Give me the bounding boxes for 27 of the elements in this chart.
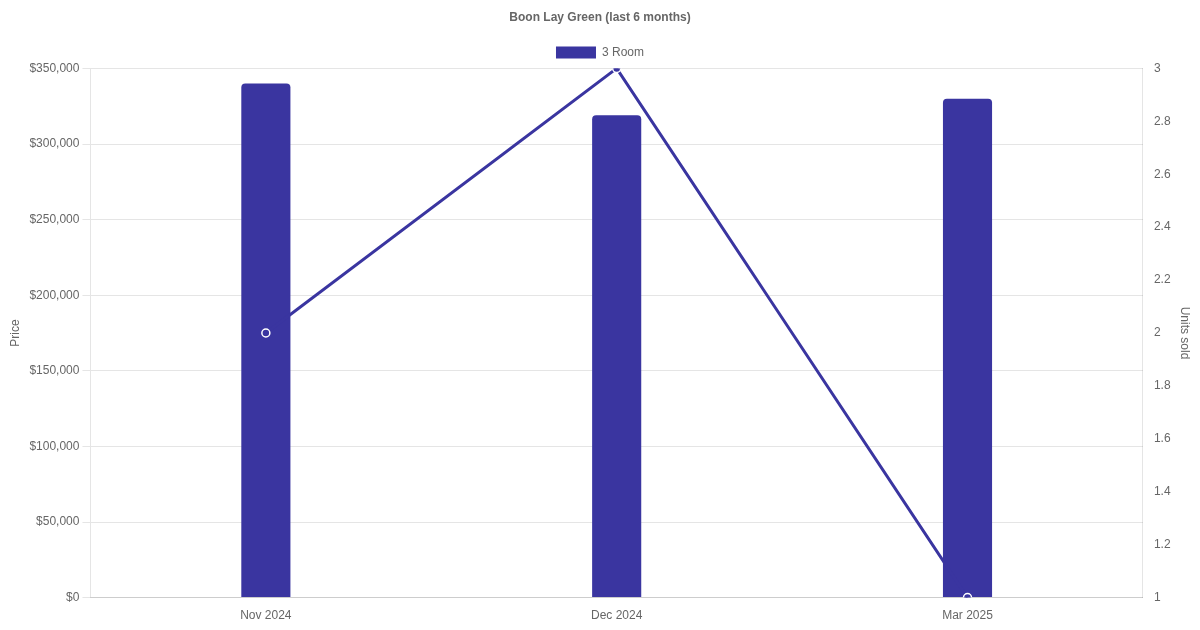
y-tick-label: $0 bbox=[66, 589, 80, 604]
y2-tick-label: 2.8 bbox=[1153, 113, 1171, 128]
y-tick-label: $50,000 bbox=[36, 514, 80, 529]
y2-tick-label: 2.6 bbox=[1153, 166, 1171, 181]
y2-axis-title: Units sold bbox=[1178, 306, 1193, 360]
x-tick-label: Nov 2024 bbox=[240, 608, 292, 623]
y-axis-title: Price bbox=[7, 319, 22, 347]
y2-tick-label: 2.4 bbox=[1153, 219, 1171, 234]
y2-tick-label: 1.8 bbox=[1153, 378, 1171, 393]
legend-label: 3 Room bbox=[601, 44, 645, 59]
y2-tick-label: 1.6 bbox=[1153, 431, 1171, 446]
y2-tick-label: 3 bbox=[1153, 60, 1161, 75]
chart-title: Boon Lay Green (last 6 months) bbox=[509, 9, 691, 24]
x-tick-label: Mar 2025 bbox=[942, 608, 994, 623]
y-tick-label: $300,000 bbox=[29, 136, 80, 151]
y-tick-label: $350,000 bbox=[29, 60, 80, 75]
y2-tick-label: 2.2 bbox=[1153, 272, 1171, 287]
y-tick-label: $150,000 bbox=[29, 363, 80, 378]
x-tick-label: Dec 2024 bbox=[591, 608, 643, 623]
y-tick-label: $100,000 bbox=[29, 438, 80, 453]
y2-tick-label: 2 bbox=[1153, 325, 1161, 340]
y2-tick-label: 1.4 bbox=[1153, 484, 1171, 499]
y2-tick-label: 1.2 bbox=[1153, 536, 1171, 551]
y2-tick-label: 1 bbox=[1153, 589, 1161, 604]
y-tick-label: $250,000 bbox=[29, 211, 80, 226]
point bbox=[261, 328, 271, 338]
y-tick-label: $200,000 bbox=[29, 287, 80, 302]
